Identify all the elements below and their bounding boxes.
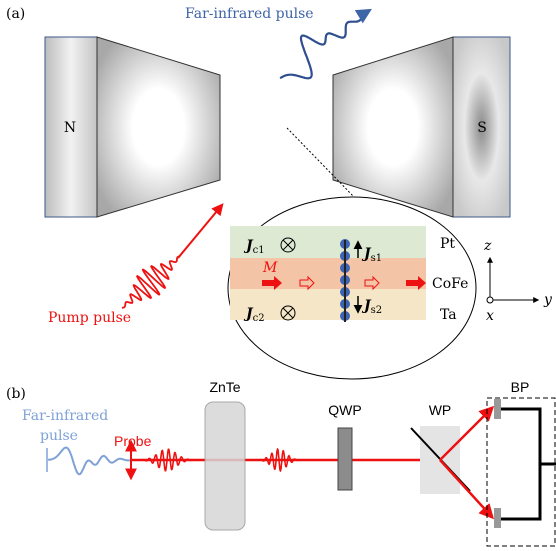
pole-n bbox=[97, 37, 220, 217]
component-label: BP bbox=[511, 379, 530, 395]
component-label: ZnTe bbox=[209, 379, 240, 395]
layer-label: Ta bbox=[440, 307, 457, 323]
photodiode bbox=[494, 399, 501, 419]
far-infrared-wave bbox=[48, 448, 130, 475]
pump-label: Pump pulse bbox=[48, 310, 131, 326]
pole-s bbox=[333, 37, 453, 217]
probe-wave bbox=[256, 449, 302, 471]
magnetization-label: M bbox=[262, 260, 278, 276]
pump-wave bbox=[122, 256, 180, 308]
photodiode bbox=[494, 508, 501, 528]
pump-beam bbox=[178, 205, 222, 258]
layer-label: CoFe bbox=[432, 276, 468, 292]
component-label: QWP bbox=[328, 402, 361, 418]
layer-label: Pt bbox=[440, 236, 455, 252]
panel-label: (a) bbox=[6, 6, 25, 22]
bp-wiring bbox=[501, 409, 556, 519]
qwp bbox=[338, 428, 352, 490]
probe-wave bbox=[138, 449, 196, 470]
magnet-label: N bbox=[64, 120, 76, 136]
znte-crystal bbox=[205, 402, 245, 530]
far-infrared-label: Far-infrared pulse bbox=[185, 6, 314, 22]
axis-label: x bbox=[486, 308, 494, 324]
magnet-label: S bbox=[477, 120, 487, 136]
layer-cofe bbox=[230, 258, 426, 289]
axis-label: y bbox=[543, 292, 553, 308]
component-label: WP bbox=[429, 402, 452, 418]
panel-label: (b) bbox=[6, 386, 26, 402]
probe-label: Probe bbox=[114, 433, 152, 449]
axis-label: z bbox=[483, 238, 492, 254]
figure: (a) N S Far-infrared pulse Pump pulse Pt… bbox=[0, 0, 556, 551]
axes bbox=[487, 258, 538, 303]
